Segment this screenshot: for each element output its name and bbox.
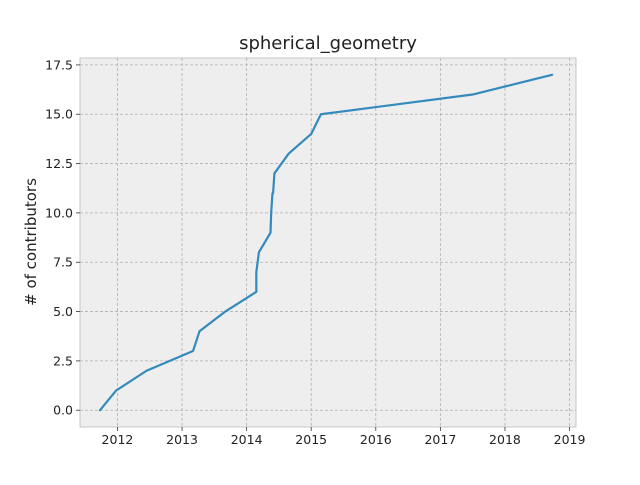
x-tick-label: 2016 <box>360 432 392 447</box>
y-tick-label: 17.5 <box>45 57 73 72</box>
x-gridlines <box>117 58 570 427</box>
series-line <box>98 73 554 412</box>
x-tick-label: 2019 <box>554 432 586 447</box>
y-tick-label: 0.0 <box>53 403 73 418</box>
chart-title: spherical_geometry <box>239 33 417 54</box>
x-tick-label: 2013 <box>166 432 198 447</box>
y-tick-label: 10.0 <box>45 205 73 220</box>
y-axis-ticks: 0.0 2.5 5.0 7.5 10.0 12.5 15.0 17.5 <box>45 57 80 418</box>
series-layer <box>98 73 554 412</box>
y-tick-label: 12.5 <box>45 156 73 171</box>
x-tick-label: 2015 <box>295 432 327 447</box>
y-gridlines <box>80 64 576 411</box>
x-tick-label: 2012 <box>102 432 134 447</box>
y-tick-label: 7.5 <box>53 255 73 270</box>
y-tick-label: 15.0 <box>45 107 73 122</box>
x-tick-label: 2014 <box>231 432 263 447</box>
plot-area <box>79 57 577 428</box>
x-tick-label: 2018 <box>489 432 521 447</box>
x-axis-ticks: 2012 2013 2014 2015 2016 2017 2018 2019 <box>102 427 586 447</box>
x-tick-label: 2017 <box>424 432 456 447</box>
y-tick-label: 2.5 <box>53 353 73 368</box>
y-axis-label: # of contributors <box>22 178 40 306</box>
y-tick-label: 5.0 <box>53 304 73 319</box>
